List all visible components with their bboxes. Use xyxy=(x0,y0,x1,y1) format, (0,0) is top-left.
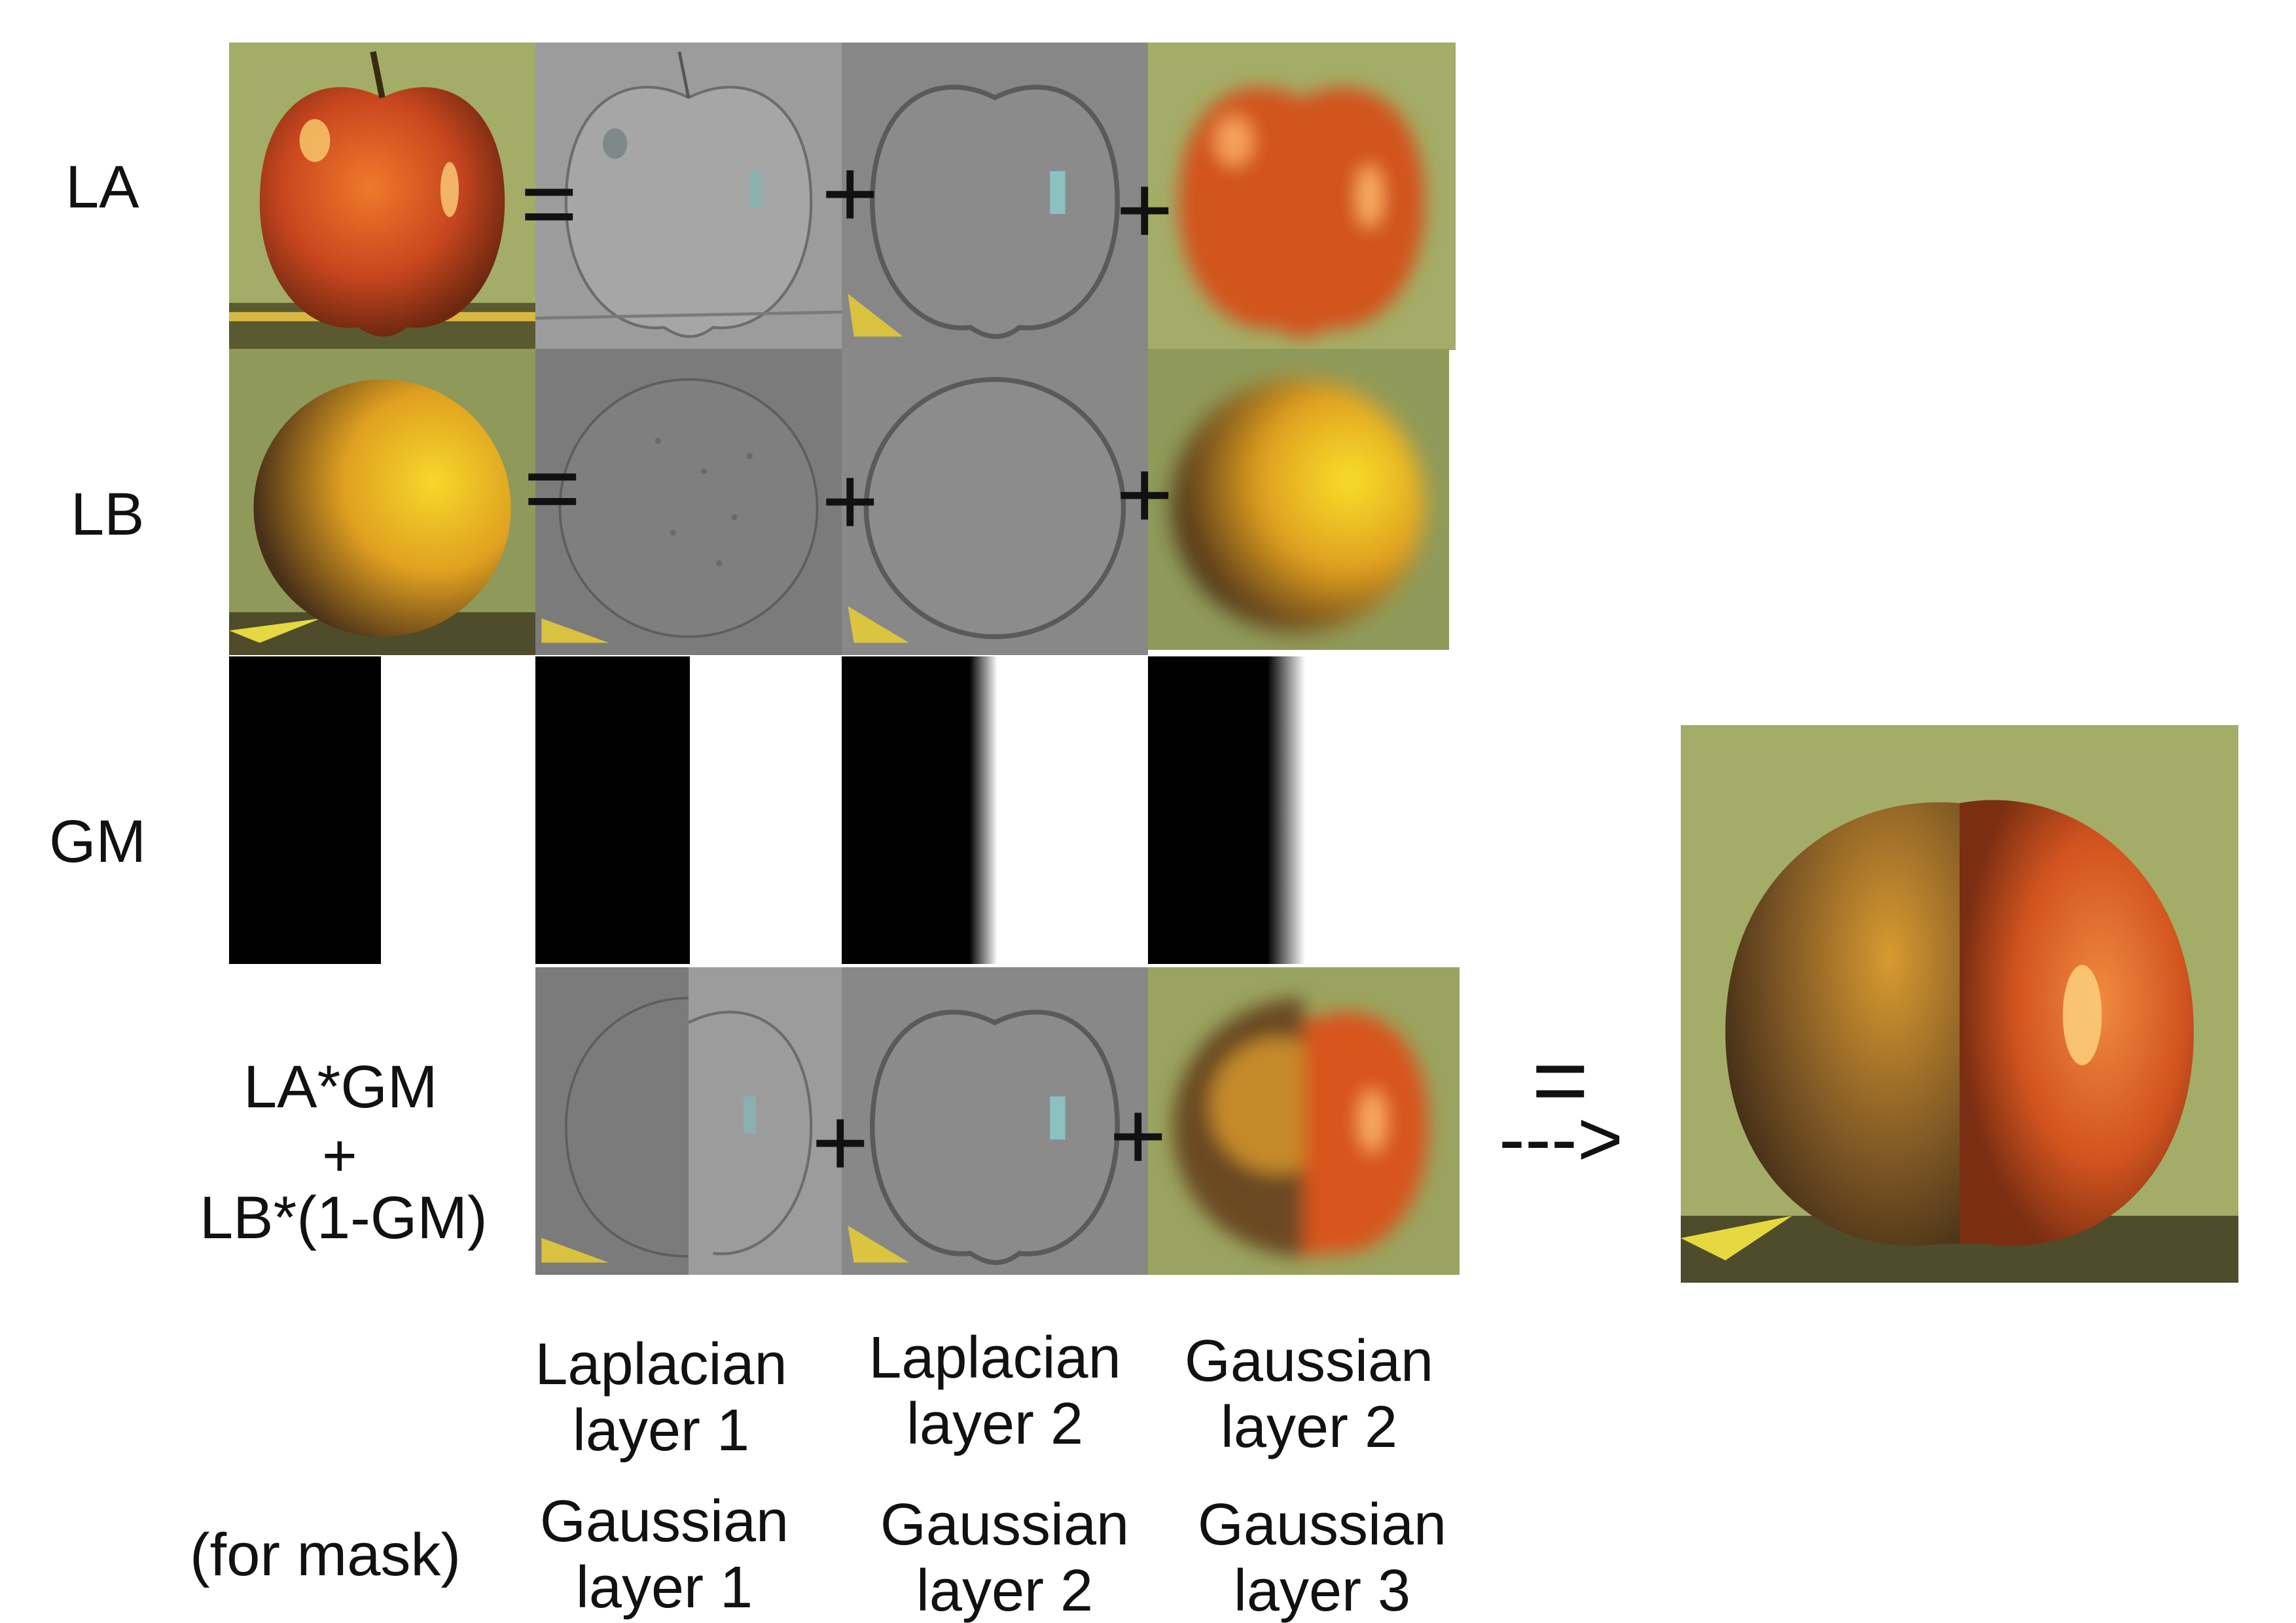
caption-line: Gaussian xyxy=(1184,1329,1434,1394)
row-label-la: LA xyxy=(65,154,139,221)
caption-line: Laplacian xyxy=(869,1325,1121,1391)
mask-note: (for mask) xyxy=(190,1522,461,1588)
plus-sign-row-blend-2: + xyxy=(1109,1080,1167,1190)
caption-gaussian-layer-2: Gaussian layer 2 xyxy=(1172,1329,1446,1461)
mask-gaussian-layer-1 xyxy=(229,656,381,964)
row-label-blend-1: LA*GM xyxy=(243,1054,438,1120)
mask-gaussian-layer-3 xyxy=(842,656,997,964)
row-label-blend-3: LB*(1-GM) xyxy=(200,1185,488,1251)
row-label-blend-2: + xyxy=(322,1122,357,1189)
plus-sign-row-lb-2: + xyxy=(1116,439,1174,549)
blended-laplacian-layer-1 xyxy=(535,967,842,1275)
caption-line: layer 2 xyxy=(1220,1394,1398,1460)
orange-gaussian-layer-2 xyxy=(1148,349,1449,650)
plus-sign-row-la-1: + xyxy=(821,138,879,248)
row-label-lb: LB xyxy=(71,481,145,548)
mask-gaussian-layer-2 xyxy=(535,656,690,964)
mask-gaussian-layer-4 xyxy=(1148,656,1305,964)
caption-laplacian-layer-2: Laplacian layer 2 xyxy=(857,1325,1132,1457)
equals-sign-result: = xyxy=(1532,1025,1589,1135)
caption-line: Gaussian xyxy=(880,1492,1130,1558)
orange-laplacian-layer-2 xyxy=(842,349,1148,655)
apple-laplacian-layer-2 xyxy=(842,43,1148,349)
caption-line: layer 2 xyxy=(916,1558,1094,1623)
equals-sign-row-lb: = xyxy=(524,433,581,543)
caption-line: layer 1 xyxy=(572,1397,750,1463)
orange-original-image xyxy=(229,349,535,655)
caption-line: layer 2 xyxy=(906,1391,1084,1457)
apple-gaussian-layer-2 xyxy=(1148,43,1456,350)
apple-original-image xyxy=(229,43,535,349)
caption-mask-gaussian-layer-2: Gaussian layer 2 xyxy=(867,1492,1142,1623)
orange-laplacian-layer-1 xyxy=(535,349,842,655)
caption-line: layer 3 xyxy=(1233,1558,1411,1623)
caption-line: Gaussian xyxy=(539,1489,789,1554)
caption-mask-gaussian-layer-3: Gaussian layer 3 xyxy=(1185,1492,1460,1623)
plus-sign-row-blend-1: + xyxy=(812,1087,869,1197)
blended-laplacian-layer-2 xyxy=(842,967,1148,1275)
plus-sign-row-lb-1: + xyxy=(821,446,879,556)
caption-laplacian-layer-1: Laplacian layer 1 xyxy=(524,1332,798,1464)
caption-line: Laplacian xyxy=(535,1332,787,1397)
caption-line: Gaussian xyxy=(1197,1492,1447,1558)
equals-sign-row-la: = xyxy=(520,148,578,258)
caption-line: layer 1 xyxy=(575,1554,753,1620)
caption-mask-gaussian-layer-1: Gaussian layer 1 xyxy=(527,1489,802,1621)
blended-gaussian-layer-2 xyxy=(1148,967,1460,1275)
orapple-result-image xyxy=(1681,725,2238,1283)
apple-laplacian-layer-1 xyxy=(535,43,842,349)
row-label-gm: GM xyxy=(49,808,147,875)
arrow-to-result: ---> xyxy=(1499,1095,1623,1183)
plus-sign-row-la-2: + xyxy=(1116,154,1174,264)
